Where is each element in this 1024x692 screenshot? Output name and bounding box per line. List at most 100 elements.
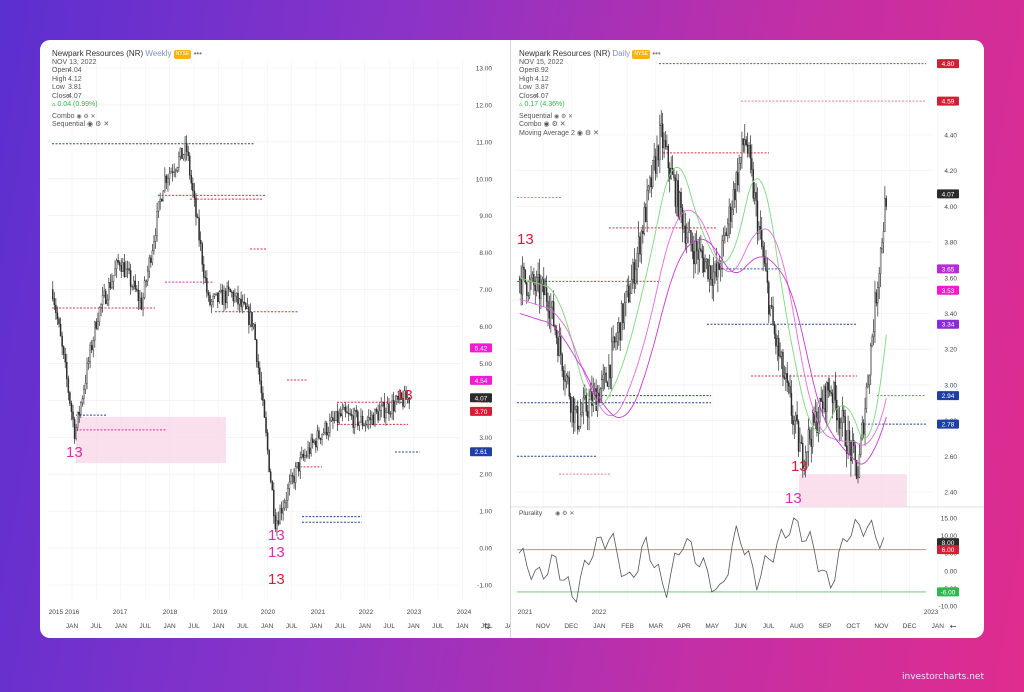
weekly-candle-body bbox=[291, 475, 294, 477]
daily-candle-body bbox=[761, 229, 763, 247]
daily-candle-body bbox=[795, 414, 797, 421]
weekly-chart-svg[interactable]: 13.00 12.00 11.00 10.00 9.00 8.00 7.00 6.00 5.00… bbox=[40, 40, 510, 638]
indicator-controls-icon[interactable]: ◉ ⚙ ✕ bbox=[543, 121, 566, 128]
weekly-candle-body bbox=[266, 432, 269, 451]
daily-candle-body bbox=[724, 232, 726, 236]
weekly-candle-body bbox=[198, 217, 200, 241]
weekly-candle-body bbox=[126, 268, 129, 270]
daily-candle-body bbox=[629, 293, 631, 302]
weekly-candle-body bbox=[148, 257, 151, 272]
daily-chart-svg[interactable]: 4.404.204.003.803.603.403.203.002.802.60… bbox=[511, 40, 984, 638]
weekly-candle-body bbox=[301, 453, 303, 458]
ohlc-low: Low 3.87 bbox=[519, 84, 549, 91]
indicator-controls-icon[interactable]: ◉ ⚙ ✕ bbox=[576, 129, 600, 137]
daily-candle-body bbox=[661, 123, 664, 149]
daily-candle-body bbox=[627, 285, 630, 302]
year-label: 2015 2016 bbox=[49, 609, 80, 616]
daily-candle-body bbox=[694, 241, 696, 265]
weekly-candle-body bbox=[363, 425, 365, 427]
price-tag-bg bbox=[937, 264, 959, 274]
chart-card: 13.00 12.00 11.00 10.00 9.00 8.00 7.00 6.00 5.00… bbox=[40, 40, 984, 638]
indicator-controls-icon[interactable]: ◉ ⚙ ✕ bbox=[87, 121, 110, 128]
daily-candle-body bbox=[714, 263, 716, 273]
indicator-sequential[interactable]: Sequential ◉ ⚙ ✕ bbox=[519, 112, 574, 120]
daily-candle-body bbox=[773, 325, 776, 335]
price-tag: 4.07 bbox=[942, 191, 955, 198]
daily-candle-body bbox=[854, 445, 856, 461]
price-axis-label: 4.40 bbox=[944, 133, 957, 140]
weekly-chart-panel[interactable]: 13.00 12.00 11.00 10.00 9.00 8.00 7.00 6.00 5.00… bbox=[40, 40, 510, 638]
weekly-candle-body bbox=[324, 422, 326, 433]
daily-candle-body bbox=[751, 158, 753, 170]
daily-candle-body bbox=[746, 144, 749, 154]
indicator-moving-average[interactable]: Moving Average 2 ◉ ⚙ ✕ bbox=[519, 129, 600, 137]
weekly-candle-body bbox=[59, 323, 62, 337]
weekly-candle-body bbox=[260, 380, 263, 394]
moving-average-line bbox=[519, 166, 887, 439]
daily-candle-body bbox=[599, 388, 602, 403]
daily-candle-body bbox=[695, 241, 698, 251]
weekly-candle-body bbox=[336, 411, 339, 423]
timeframe-label[interactable]: Weekly bbox=[145, 49, 172, 58]
price-tag: 2.78 bbox=[942, 422, 955, 429]
weekly-candle-body bbox=[120, 265, 123, 272]
price-axis-label: 6.00 bbox=[479, 324, 492, 331]
daily-candle-body bbox=[547, 301, 549, 312]
oscillator-line bbox=[518, 517, 885, 603]
weekly-candle-body bbox=[322, 432, 325, 435]
weekly-candle-body bbox=[73, 419, 76, 439]
daily-candle-body bbox=[544, 287, 546, 296]
daily-candle-body bbox=[612, 336, 614, 342]
daily-candle-body bbox=[775, 333, 777, 347]
weekly-candle-body bbox=[371, 414, 373, 420]
weekly-candle-body bbox=[193, 190, 196, 198]
indicator-combo[interactable]: Combo ◉ ⚙ ✕ bbox=[519, 121, 566, 128]
weekly-candle-body bbox=[98, 307, 101, 322]
price-axis-label: 2.40 bbox=[944, 490, 957, 497]
weekly-candle-body bbox=[265, 417, 267, 433]
weekly-candle-body bbox=[297, 462, 300, 472]
indicator-sequential[interactable]: Sequential ◉ ⚙ ✕ bbox=[52, 121, 110, 128]
month-label: JUL bbox=[763, 623, 775, 630]
weekly-candle-body bbox=[75, 427, 77, 439]
weekly-candle-body bbox=[115, 259, 118, 270]
weekly-candle-body bbox=[204, 276, 207, 279]
daily-candle-body bbox=[851, 440, 854, 462]
weekly-candle-body bbox=[104, 290, 107, 304]
indicator-controls-icon[interactable]: ◉ ⚙ ✕ bbox=[554, 113, 574, 120]
daily-candle-body bbox=[785, 373, 787, 379]
price-tag: 4.07 bbox=[475, 395, 488, 402]
daily-candle-body bbox=[738, 163, 740, 186]
daily-candle-body bbox=[727, 223, 729, 237]
daily-candle-body bbox=[755, 192, 757, 202]
daily-candle-body bbox=[565, 375, 568, 382]
timeframe-label[interactable]: Daily bbox=[612, 49, 631, 58]
daily-candle-body bbox=[711, 279, 713, 286]
weekly-candle-body bbox=[232, 292, 235, 302]
indicator-combo[interactable]: Combo ◉ ⚙ ✕ bbox=[52, 112, 96, 120]
price-axis-label: 4.20 bbox=[944, 168, 957, 175]
indicator-controls-icon[interactable]: ◉ ⚙ ✕ bbox=[76, 113, 96, 120]
weekly-candle-body bbox=[343, 407, 345, 410]
weekly-candle-body bbox=[174, 170, 177, 173]
daily-candle-body bbox=[541, 279, 544, 285]
weekly-candle-body bbox=[262, 392, 264, 401]
weekly-candle-body bbox=[287, 488, 289, 501]
daily-candle-body bbox=[643, 207, 645, 234]
weekly-candle-body bbox=[338, 413, 340, 423]
price-tag: 2.94 bbox=[942, 393, 955, 400]
daily-candle-body bbox=[779, 355, 781, 357]
month-label: JUL bbox=[237, 623, 249, 630]
more-icon[interactable]: ••• bbox=[652, 49, 661, 58]
daily-candle-body bbox=[568, 377, 570, 397]
daily-candle-body bbox=[618, 322, 620, 333]
month-label: JUL bbox=[188, 623, 200, 630]
price-axis-label: 13.00 bbox=[476, 66, 493, 73]
more-icon[interactable]: ••• bbox=[193, 49, 202, 58]
daily-candle-body bbox=[875, 292, 878, 304]
daily-chart-panel[interactable]: 4.404.204.003.803.603.403.203.002.802.60… bbox=[511, 40, 984, 638]
weekly-candle-body bbox=[294, 466, 297, 483]
weekly-candle-body bbox=[245, 303, 247, 310]
weekly-candle-body bbox=[171, 171, 174, 173]
daily-candle-body bbox=[620, 303, 623, 341]
